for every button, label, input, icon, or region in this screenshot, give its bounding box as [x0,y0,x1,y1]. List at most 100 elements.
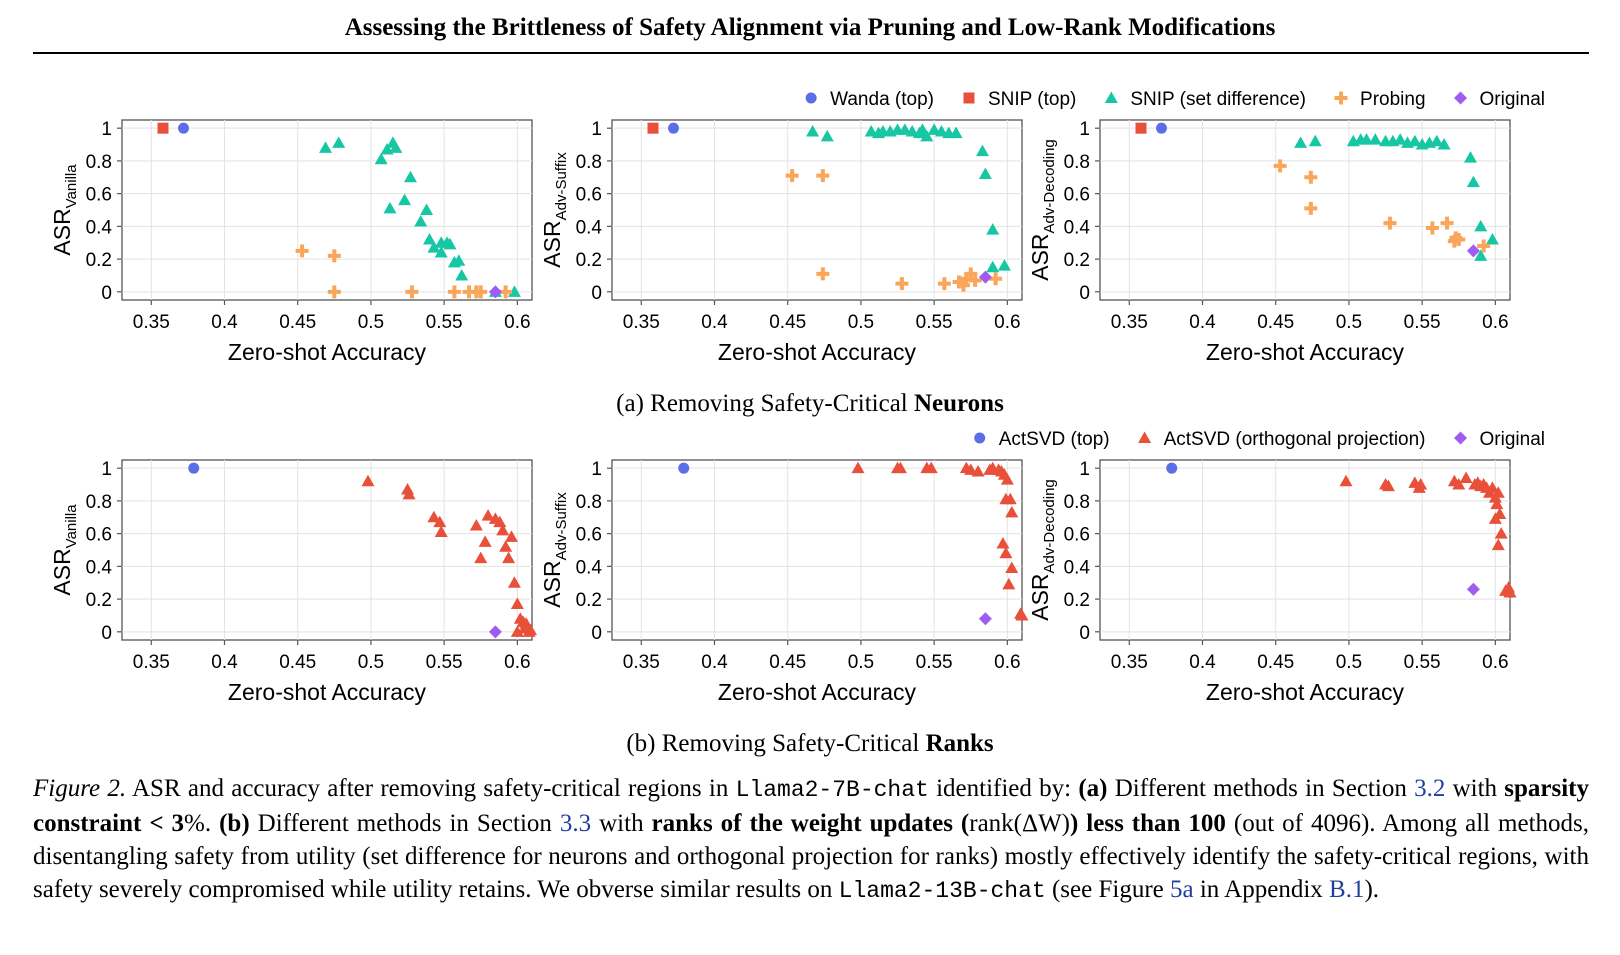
data-point [806,124,820,137]
y-tick-label: 0.8 [576,492,602,513]
data-point [1466,175,1480,188]
data-point [488,285,502,299]
data-point [964,267,978,281]
data-point [524,623,538,636]
data-point [1005,561,1019,573]
data-point [905,124,919,137]
data-point [949,126,963,139]
data-point [427,510,441,523]
data-point [978,270,992,284]
data-point [968,273,982,287]
data-point [295,244,309,258]
data-point [474,551,488,564]
y-tick-label: 1 [591,119,602,140]
y-tick-label: 1 [591,459,602,480]
title-rule [33,52,1589,54]
data-point [1135,122,1147,134]
y-axis-label-sub: Adv-Decoding [1041,479,1058,573]
data-point [864,124,878,137]
data-point [1463,151,1477,163]
x-tick-label: 0.6 [1482,652,1508,673]
data-point [443,237,457,250]
panel-b-2: 0.35 0.4 0.45 0.5 0.55 0.6 0 0.2 0.4 0.6 0.8 1 Zero-… [539,459,1029,705]
caption-ref-appendix-b1[interactable]: B.1 [1329,876,1365,903]
figure-caption: Figure 2. ASR and accuracy after removin… [33,772,1589,908]
data-points [678,461,1029,626]
y-tick-label: 0 [591,623,602,644]
data-point [1000,473,1014,485]
y-tick-label: 0.4 [86,557,113,578]
y-tick-label: 0.4 [576,217,603,238]
x-tick-label: 0.6 [504,652,530,673]
data-point [383,201,397,214]
caption-figure-label: Figure 2. [33,775,127,802]
subfigure-b-label: (b) Removing Safety-Critical Ranks [626,730,994,757]
data-point [1005,505,1019,518]
y-axis-label-sub: Adv-Decoding [1041,139,1058,233]
data-point [1477,239,1491,253]
x-tick-label: 0.35 [623,652,660,673]
data-point [999,546,1013,559]
y-tick-label: 0.8 [86,152,112,173]
y-axis-label-main: ASR [539,560,565,607]
data-point [469,518,483,531]
y-tick-label: 0.2 [86,590,112,611]
x-tick-label: 0.4 [211,652,238,673]
y-tick-label: 0.2 [1064,590,1090,611]
data-point [978,612,992,626]
data-point [374,152,388,165]
caption-sparsity: sparsity constraint [33,775,1590,837]
panel-a-1: 0.35 0.4 0.45 0.5 0.55 0.6 0 0.2 0.4 0.6 0.8 1 Zero-… [49,119,533,365]
caption-text-6: Different methods in Section [249,810,560,837]
data-point [1015,608,1029,621]
data-point [668,122,679,134]
data-point [488,625,502,639]
data-point [1368,133,1382,145]
data-point [989,272,1003,286]
data-point [986,223,1000,235]
data-point [1304,170,1318,184]
data-point [188,462,200,474]
caption-text-3: Different methods in Section [1107,775,1415,802]
data-point [405,285,419,299]
x-tick-label: 0.4 [1189,312,1216,333]
data-point [1166,462,1178,474]
x-tick-label: 0.45 [1257,652,1294,673]
plot-frame [121,459,533,641]
x-tick-label: 0.6 [504,312,530,333]
data-points [1135,122,1499,261]
y-axis-label: ASRAdv-Decoding [1027,479,1058,621]
y-axis-label-main: ASR [1027,233,1053,280]
subfigure-b-prefix: (b) Removing Safety-Critical [626,730,925,757]
data-point [1381,479,1395,492]
data-point [398,193,412,206]
x-axis-label: Zero-shot Accuracy [1206,339,1405,365]
x-tick-label: 0.55 [1404,312,1441,333]
data-point [934,124,948,137]
plot-frame [1099,119,1511,301]
data-point [927,123,941,135]
caption-ref-figure-5a[interactable]: 5a [1170,876,1194,903]
x-tick-label: 0.55 [426,652,463,673]
data-point [898,123,912,135]
y-tick-label: 0.2 [86,250,112,271]
y-tick-label: 1 [1079,459,1090,480]
subfigure-a-bold: Neurons [914,390,1004,417]
data-point [956,278,970,292]
data-points [647,122,1011,292]
data-point [1452,232,1466,246]
y-tick-label: 0.6 [86,525,112,546]
y-axis-label-sub: Vanilla [63,164,80,209]
caption-ref-section-3-3[interactable]: 3.3 [559,810,592,837]
caption-b-label: (b) [219,810,250,837]
y-tick-label: 0.4 [86,217,113,238]
x-tick-label: 0.4 [701,312,728,333]
caption-ref-section-3-2[interactable]: 3.2 [1414,775,1446,802]
x-tick-label: 0.55 [916,652,953,673]
panel-a-2: 0.35 0.4 0.45 0.5 0.55 0.6 0 0.2 0.4 0.6 0.8 1 Zero-… [539,119,1023,365]
legend-marker [1104,91,1118,103]
caption-text-1: ASR and accuracy after removing safety-c… [126,775,736,802]
data-point [402,487,416,500]
caption-percent: % [184,810,205,837]
y-tick-label: 0 [1079,623,1090,644]
